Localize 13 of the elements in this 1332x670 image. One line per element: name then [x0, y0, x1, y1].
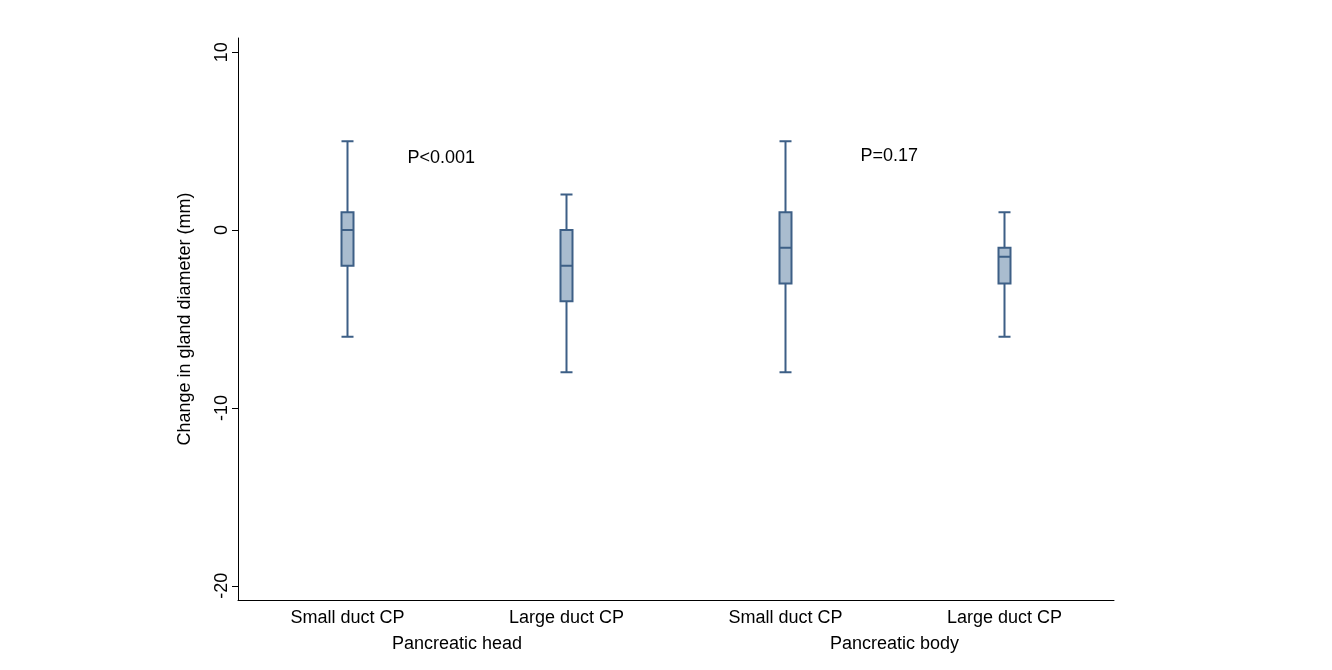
x-tick-label: Small duct CP	[290, 607, 405, 627]
annotation: P=0.17	[860, 145, 919, 165]
x-tick-label: Small duct CP	[728, 607, 843, 627]
x-tick-label: Large duct CP	[508, 607, 625, 627]
annotation: P<0.001	[407, 147, 476, 167]
y-tick-label: 0	[211, 225, 231, 236]
text: Pancreatic head	[392, 633, 523, 653]
y-axis-title: Change in gland diameter (mm)	[174, 192, 194, 446]
x-tick-label: Large duct CP	[946, 607, 1063, 627]
y-tick-label: -10	[211, 394, 231, 421]
y-tick-label: 10	[211, 42, 231, 63]
text: Pancreatic body	[830, 633, 960, 653]
y-tick-label: -20	[211, 572, 231, 599]
